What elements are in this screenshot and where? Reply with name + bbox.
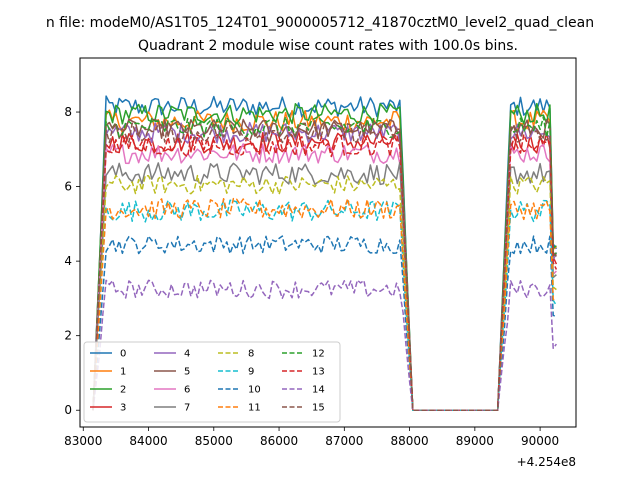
legend-label-10: 10 (248, 385, 261, 396)
x-tick-label: 86000 (260, 434, 298, 448)
chart-title: Quadrant 2 module wise count rates with … (138, 38, 518, 54)
figure-suptitle: n file: modeM0/AS1T05_124T01_9000005712_… (46, 15, 594, 31)
series-lines (92, 95, 558, 411)
series-line-15 (92, 121, 557, 411)
y-axis: 0 2 4 6 8 (64, 105, 80, 417)
legend-label-13: 13 (312, 367, 325, 378)
y-tick-label: 8 (64, 105, 72, 119)
x-tick-label: 88000 (390, 434, 428, 448)
legend-label-1: 1 (120, 367, 126, 378)
y-tick-label: 4 (64, 254, 72, 268)
legend-label-12: 12 (312, 349, 325, 360)
legend-label-7: 7 (184, 403, 190, 414)
x-tick-label: 87000 (325, 434, 363, 448)
x-tick-label: 90000 (521, 434, 559, 448)
legend-frame (83, 341, 341, 423)
x-axis-offset-label: +4.254e8 (517, 455, 576, 469)
axes-frame (79, 57, 577, 428)
legend-label-6: 6 (184, 385, 190, 396)
legend-label-14: 14 (312, 385, 325, 396)
legend-label-11: 11 (248, 403, 261, 414)
legend-label-4: 4 (184, 349, 190, 360)
series-line-9 (92, 199, 558, 411)
legend-label-9: 9 (248, 367, 254, 378)
legend-label-3: 3 (120, 403, 126, 414)
y-tick-label: 2 (64, 329, 72, 343)
x-axis: 83000 84000 85000 86000 87000 88000 89000 90000 (64, 427, 559, 448)
legend-label-15: 15 (312, 403, 325, 414)
x-tick-label: 85000 (195, 434, 233, 448)
x-tick-label: 83000 (64, 434, 102, 448)
y-tick-label: 0 (64, 403, 72, 417)
legend-label-0: 0 (120, 349, 126, 360)
legend-label-5: 5 (184, 367, 190, 378)
legend-label-8: 8 (248, 349, 254, 360)
x-tick-label: 84000 (129, 434, 167, 448)
legend-label-2: 2 (120, 385, 126, 396)
x-tick-label: 89000 (456, 434, 494, 448)
series-line-8 (92, 174, 557, 411)
y-tick-label: 6 (64, 180, 72, 194)
